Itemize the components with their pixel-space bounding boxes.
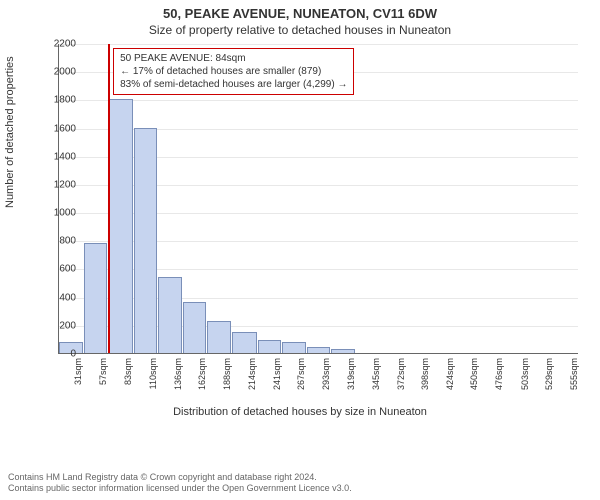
x-tick: 503sqm [520, 358, 530, 408]
x-tick: 31sqm [73, 358, 83, 408]
gridline [59, 100, 578, 101]
callout-box: 50 PEAKE AVENUE: 84sqm← 17% of detached … [113, 48, 354, 95]
y-tick: 0 [42, 349, 76, 360]
histogram-bar [331, 349, 355, 353]
x-tick: 136sqm [173, 358, 183, 408]
x-tick: 398sqm [420, 358, 430, 408]
histogram-bar [307, 347, 331, 353]
chart-title-main: 50, PEAKE AVENUE, NUNEATON, CV11 6DW [0, 0, 600, 21]
x-tick: 372sqm [396, 358, 406, 408]
y-axis-label: Number of detached properties [4, 56, 16, 208]
x-axis-label: Distribution of detached houses by size … [0, 406, 600, 418]
x-tick: 293sqm [321, 358, 331, 408]
plot-region: 50 PEAKE AVENUE: 84sqm← 17% of detached … [58, 44, 578, 354]
histogram-bar [108, 99, 133, 353]
histogram-bar [258, 340, 282, 353]
x-tick: 57sqm [98, 358, 108, 408]
histogram-bar [183, 302, 207, 353]
footer-line-2: Contains public sector information licen… [8, 483, 352, 494]
y-tick: 400 [42, 292, 76, 303]
y-tick: 2200 [42, 39, 76, 50]
gridline [59, 44, 578, 45]
x-tick: 188sqm [222, 358, 232, 408]
x-tick: 450sqm [469, 358, 479, 408]
y-tick: 800 [42, 236, 76, 247]
y-tick: 1600 [42, 123, 76, 134]
chart-area: Number of detached properties 50 PEAKE A… [0, 38, 600, 418]
callout-line-3: 83% of semi-detached houses are larger (… [120, 78, 347, 91]
property-marker-line [108, 44, 110, 353]
x-tick: 319sqm [346, 358, 356, 408]
x-tick: 162sqm [197, 358, 207, 408]
histogram-bar [232, 332, 257, 353]
x-tick-labels: 31sqm 57sqm 83sqm 110sqm 136sqm 162sqm 188sqm 2… [58, 356, 578, 406]
x-tick: 345sqm [371, 358, 381, 408]
x-tick: 529sqm [544, 358, 554, 408]
histogram-bar [134, 128, 158, 353]
x-tick: 555sqm [569, 358, 579, 408]
histogram-bar [207, 321, 231, 353]
footer-attribution: Contains HM Land Registry data © Crown c… [8, 472, 352, 495]
x-tick: 424sqm [445, 358, 455, 408]
x-tick: 241sqm [272, 358, 282, 408]
histogram-bar [84, 243, 108, 353]
footer-line-1: Contains HM Land Registry data © Crown c… [8, 472, 352, 483]
histogram-bar [158, 277, 182, 353]
x-tick: 110sqm [148, 358, 158, 408]
y-tick: 2000 [42, 67, 76, 78]
y-tick: 1200 [42, 179, 76, 190]
y-tick: 1400 [42, 151, 76, 162]
x-tick: 83sqm [123, 358, 133, 408]
callout-line-1: 50 PEAKE AVENUE: 84sqm [120, 52, 347, 65]
callout-line-2: ← 17% of detached houses are smaller (87… [120, 65, 347, 78]
histogram-bar [282, 342, 306, 353]
y-tick: 1800 [42, 95, 76, 106]
y-tick: 1000 [42, 208, 76, 219]
y-tick: 200 [42, 320, 76, 331]
y-tick: 600 [42, 264, 76, 275]
x-tick: 267sqm [296, 358, 306, 408]
x-tick: 214sqm [247, 358, 257, 408]
x-tick: 476sqm [494, 358, 504, 408]
